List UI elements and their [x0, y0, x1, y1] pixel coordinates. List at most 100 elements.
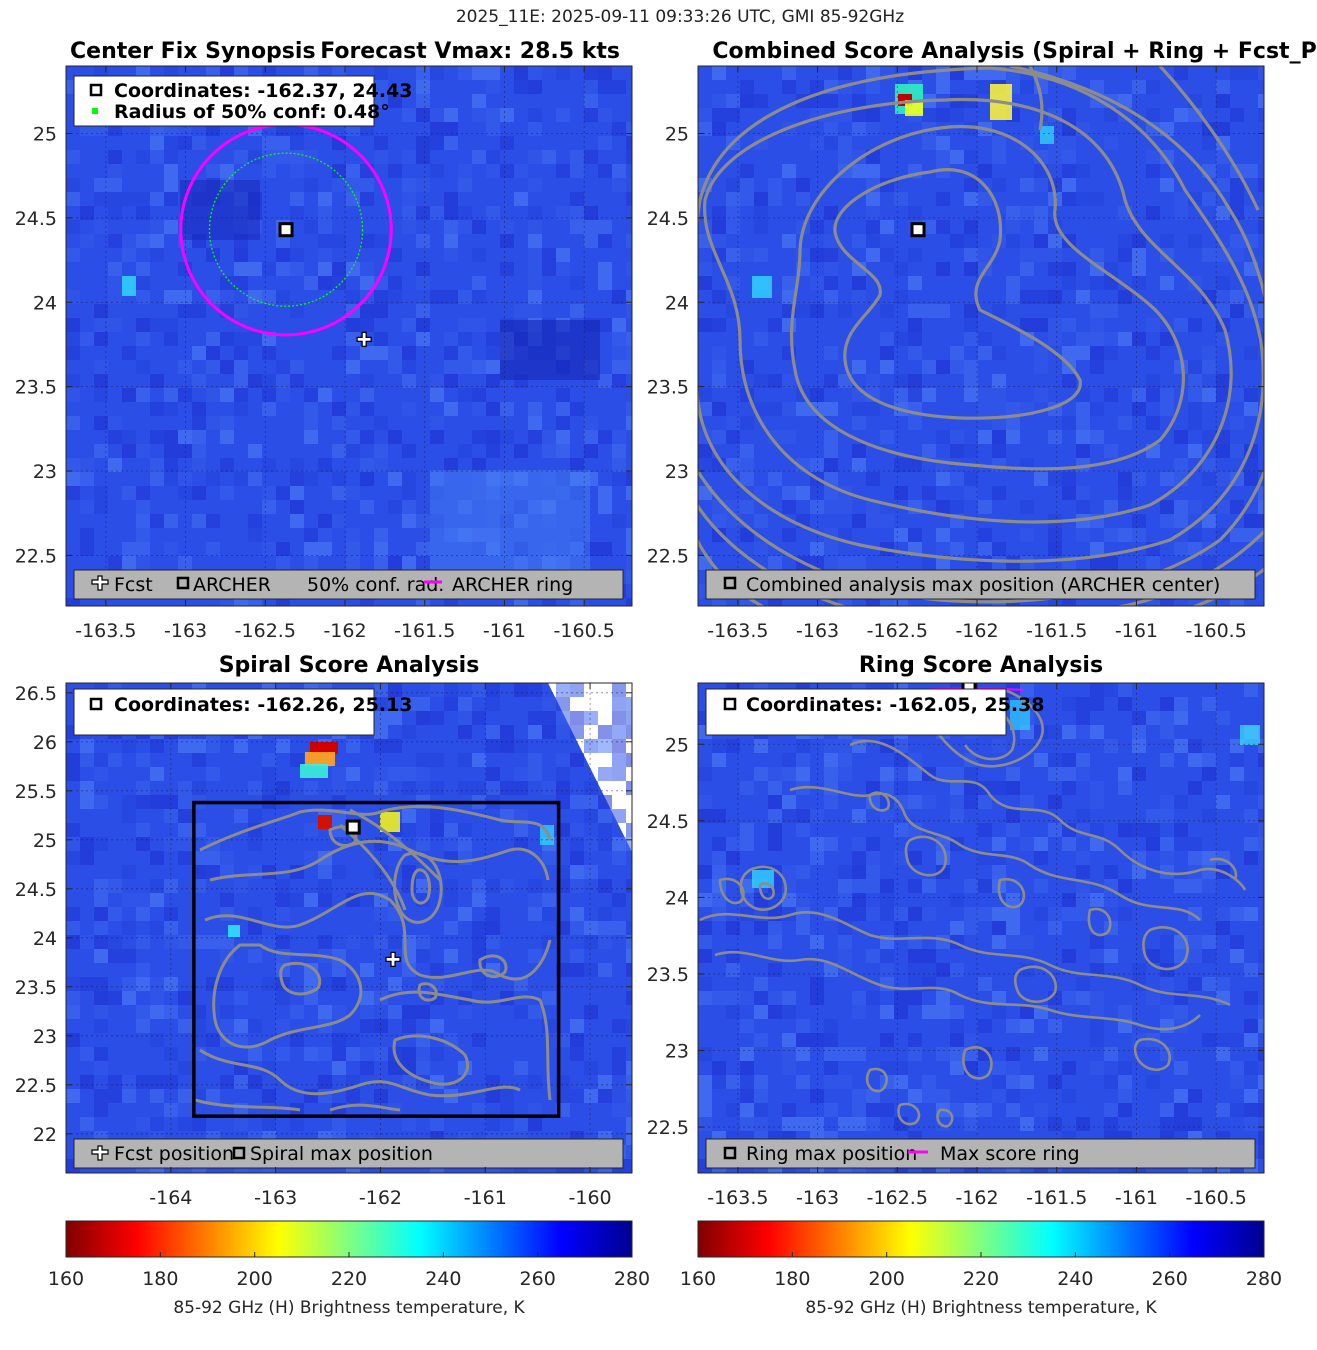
- colorbar-ticks: 160 180 200 220 240 260 280: [48, 1252, 650, 1290]
- square-icon: [723, 1146, 737, 1160]
- y-tick-label: 24: [665, 887, 689, 909]
- square-icon: [723, 697, 737, 711]
- brightness-cell: [1240, 725, 1260, 745]
- square-marker: [278, 222, 294, 238]
- y-tick-label: 24: [665, 292, 689, 314]
- y-tick-label: 26.5: [15, 683, 57, 705]
- brightness-cell: [180, 180, 260, 240]
- panel-combined-score: Combined Score Analysis (Spiral + Ring +…: [647, 39, 1317, 642]
- colorbar-gradient: [65, 1220, 633, 1258]
- brightness-cell: [500, 320, 600, 380]
- legend-fcst-position: Fcst position: [114, 1143, 234, 1165]
- x-tick-label: -161.5: [1026, 620, 1087, 642]
- axes-frame: [65, 65, 633, 607]
- y-tick-label: 23: [665, 461, 689, 483]
- y-tick-label: 22: [33, 1124, 57, 1146]
- x-tick-label: -163: [164, 620, 207, 642]
- x-tick-label: -163.5: [75, 620, 136, 642]
- colorbar-label: 85-92 GHz (H) Brightness temperature, K: [805, 1298, 1157, 1318]
- colorbar-tick-label: 240: [425, 1268, 461, 1290]
- x-tick-label: -160.5: [554, 620, 615, 642]
- colorbar-tick-label: 200: [869, 1268, 905, 1290]
- y-tick-label: 25: [33, 124, 57, 146]
- plus-marker: [356, 331, 372, 347]
- colorbar-right: 160 180 200 220 240 260 280 85-92 GHz (H) Brig…: [680, 1220, 1282, 1318]
- y-tick-label: 25: [33, 830, 57, 852]
- axes-frame: [697, 65, 1265, 607]
- brightness-cell: [228, 925, 240, 937]
- archer-center-marker: [278, 222, 294, 238]
- panel-spiral-score: Spiral Score Analysis: [15, 653, 633, 1209]
- colorbar-tick-label: 180: [774, 1268, 810, 1290]
- legend-box: [73, 569, 624, 600]
- colorbar-tick-label: 260: [520, 1268, 556, 1290]
- y-tick-label: 23.5: [15, 977, 57, 999]
- square-marker: [345, 819, 361, 835]
- info-coordinates: Coordinates: -162.05, 25.38: [746, 694, 1045, 716]
- y-tick-label: 26: [33, 732, 57, 754]
- colorbar-ticks: 160 180 200 220 240 260 280: [680, 1252, 1282, 1290]
- legend-spiral-max: Spiral max position: [250, 1143, 433, 1165]
- y-tick-label: 24.5: [15, 208, 57, 230]
- y-tick-label: 23: [33, 461, 57, 483]
- legend-box: [705, 1138, 1256, 1169]
- y-tick-label: 22.5: [647, 545, 689, 567]
- colorbar-tick-label: 180: [142, 1268, 178, 1290]
- x-tick-label: -160.5: [1186, 1187, 1247, 1209]
- legend-box: [73, 1138, 624, 1169]
- colorbar-left: 160 180 200 220 240 260 280 85-92 GHz (H) Brig…: [48, 1220, 650, 1318]
- y-tick-label: 25: [665, 734, 689, 756]
- brightness-cell: [310, 742, 338, 754]
- y-tick-label: 24.5: [647, 208, 689, 230]
- x-tick-label: -161.5: [1026, 1187, 1087, 1209]
- square-marker: [910, 222, 926, 238]
- x-tick-label: -160.5: [1186, 620, 1247, 642]
- colorbar-label: 85-92 GHz (H) Brightness temperature, K: [173, 1298, 525, 1318]
- x-tick-label: -160: [569, 1187, 612, 1209]
- brightness-cell: [380, 812, 400, 832]
- figure-suptitle: 2025_11E: 2025-09-11 09:33:26 UTC, GMI 8…: [456, 7, 904, 27]
- square-icon: [723, 576, 737, 590]
- axes-frame: [697, 682, 1265, 1174]
- brightness-cell: [305, 752, 335, 766]
- axis-ticks: -163.5 -163 -162.5 -162 -161.5 -161 -160.5 22.5…: [15, 66, 632, 642]
- fcst-position-marker: [356, 331, 372, 347]
- colorbar-tick-label: 160: [48, 1268, 84, 1290]
- x-tick-label: -163: [796, 620, 839, 642]
- x-tick-label: -161.5: [394, 620, 455, 642]
- x-tick-label: -162.5: [867, 1187, 928, 1209]
- panel-center-fix: Center Fix Synopsis Forecast Vmax: 28.5 …: [15, 39, 633, 642]
- axis-ticks: -163.5 -163 -162.5 -162 -161.5 -161 -160.5 22.5…: [647, 66, 1264, 642]
- legend-archer: ARCHER: [193, 574, 271, 596]
- brightness-cell: [905, 100, 923, 116]
- y-tick-label: 23.5: [647, 377, 689, 399]
- y-tick-label: 22.5: [15, 1075, 57, 1097]
- y-tick-label: 24: [33, 928, 57, 950]
- info-box: [705, 688, 1007, 736]
- x-tick-label: -161: [1115, 620, 1158, 642]
- info-coordinates: Coordinates: -162.37, 24.43: [114, 80, 413, 102]
- x-tick-label: -163.5: [707, 620, 768, 642]
- plus-marker: [385, 951, 401, 967]
- panel-title: Ring Score Analysis: [859, 653, 1103, 678]
- legend-box: [705, 569, 1256, 600]
- brightness-cell: [752, 276, 772, 298]
- colorbar-tick-label: 220: [963, 1268, 999, 1290]
- plus-icon: [91, 575, 109, 591]
- panel-title: Combined Score Analysis (Spiral + Ring +…: [712, 39, 1317, 64]
- info-box: [73, 75, 375, 127]
- square-icon: [232, 1146, 246, 1160]
- legend-conf-rad: 50% conf. rad.: [307, 574, 444, 596]
- brightness-cell: [300, 764, 328, 778]
- colorbar-gradient: [697, 1220, 1265, 1258]
- axis-ticks: -163.5 -163 -162.5 -162 -161.5 -161 -160.5 22.5…: [647, 683, 1264, 1209]
- colorbar-tick-label: 160: [680, 1268, 716, 1290]
- colorbar-tick-label: 280: [1246, 1268, 1282, 1290]
- x-tick-label: -163: [796, 1187, 839, 1209]
- x-tick-label: -161: [464, 1187, 507, 1209]
- y-tick-label: 25: [665, 124, 689, 146]
- x-tick-label: -163.5: [707, 1187, 768, 1209]
- plus-icon: [91, 1145, 109, 1161]
- info-coordinates: Coordinates: -162.26, 25.13: [114, 694, 413, 716]
